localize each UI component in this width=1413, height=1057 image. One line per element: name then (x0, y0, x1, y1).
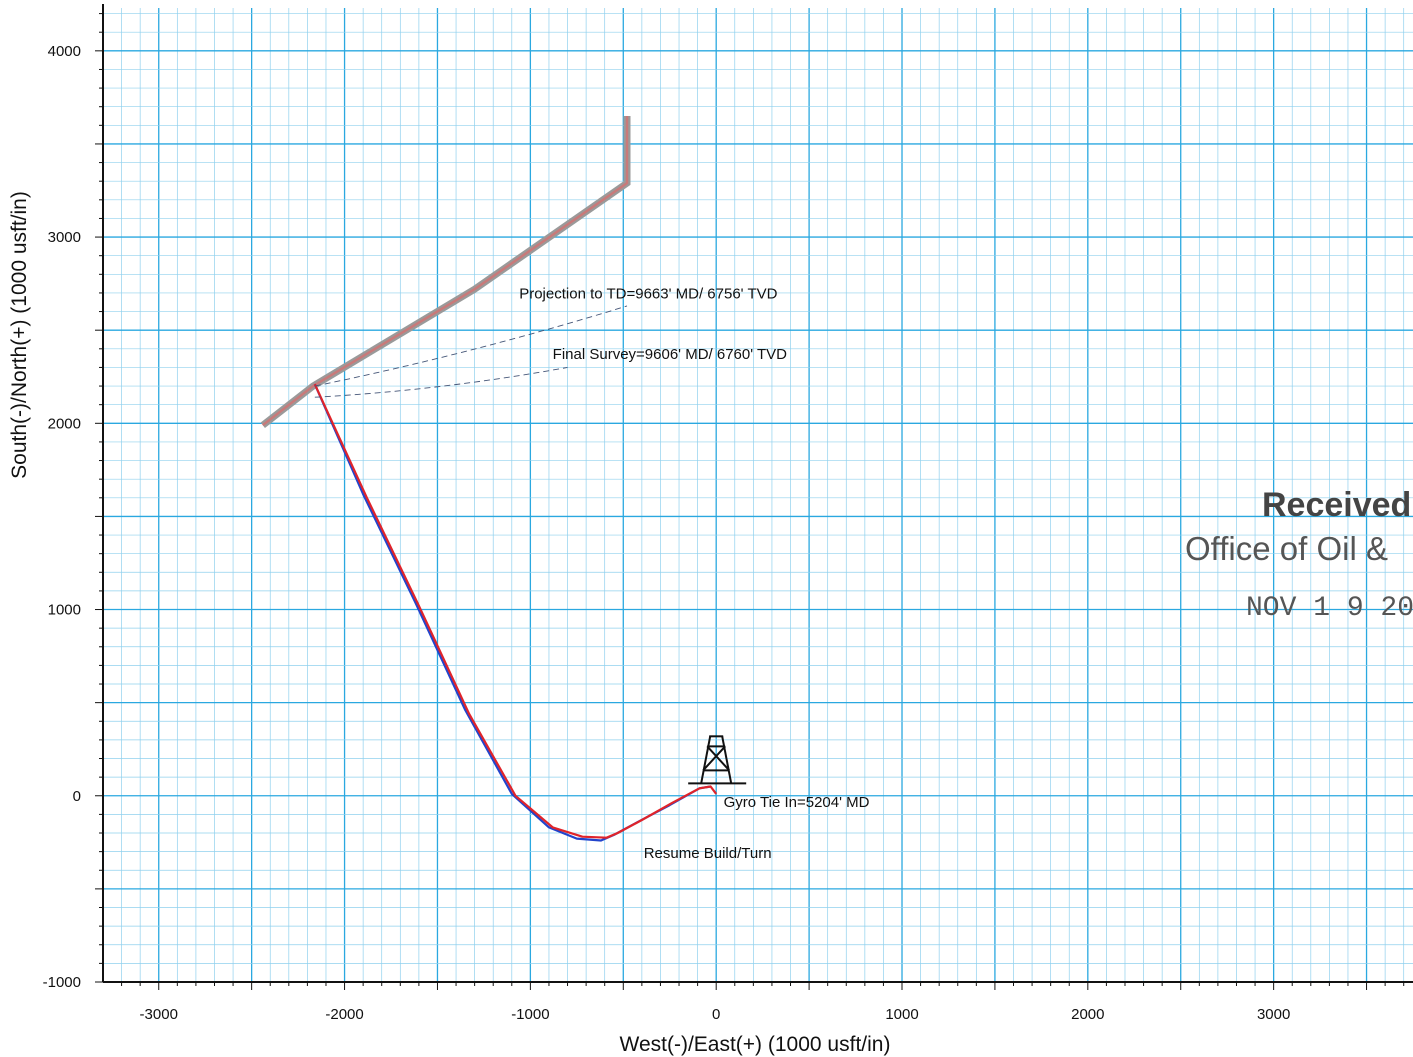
rig-leg (721, 736, 733, 784)
received-stamp: Received Office of Oil & NOV 1 9 2015 (1185, 486, 1413, 624)
y-tick-label: 1000 (48, 602, 81, 619)
axes: -3000 -2000 -1000 0 1000 2000 3000 -1000 0 1000 20… (43, 4, 1413, 1023)
rig-brace (702, 745, 726, 771)
series-line (262, 116, 629, 427)
series-layer (260, 116, 718, 842)
x-tick-label: 2000 (1071, 1006, 1104, 1023)
annotation-label: Projection to TD=9663' MD/ 6756' TVD (519, 286, 777, 303)
rig-brace (706, 745, 730, 771)
y-tick-label: 3000 (48, 229, 81, 246)
y-tick-label: -1000 (43, 974, 81, 991)
x-tick-label: 1000 (885, 1006, 918, 1023)
x-tick-label: -2000 (325, 1006, 363, 1023)
stamp-date: NOV 1 9 2015 (1246, 593, 1413, 624)
y-tick-label: 0 (73, 788, 81, 805)
grid-lines (103, 8, 1413, 983)
annotation-leader (314, 305, 628, 387)
annotation-leader (314, 366, 568, 398)
rig-leg (700, 736, 712, 784)
x-tick-label: 3000 (1257, 1006, 1290, 1023)
series-line (313, 383, 711, 842)
x-tick-label: -3000 (140, 1006, 178, 1023)
x-tick-label: -1000 (511, 1006, 549, 1023)
y-tick-label: 4000 (48, 43, 81, 60)
annotation-label: Resume Build/Turn (644, 845, 772, 862)
stamp-received: Received (1262, 486, 1411, 524)
y-axis-title: South(-)/North(+) (1000 usft/in) (8, 191, 31, 479)
series-line (313, 383, 718, 839)
annotation-label: Gyro Tie In=5204' MD (724, 794, 870, 811)
stamp-office: Office of Oil & (1185, 530, 1388, 567)
drilling-rig-icon (688, 735, 747, 785)
annotation-label: Final Survey=9606' MD/ 6760' TVD (553, 346, 787, 363)
x-tick-label: 0 (712, 1006, 720, 1023)
annotation-layer: Projection to TD=9663' MD/ 6756' TVD Fina… (314, 286, 870, 862)
x-axis-title: West(-)/East(+) (1000 usft/in) (620, 1033, 891, 1056)
y-tick-label: 2000 (48, 415, 81, 432)
